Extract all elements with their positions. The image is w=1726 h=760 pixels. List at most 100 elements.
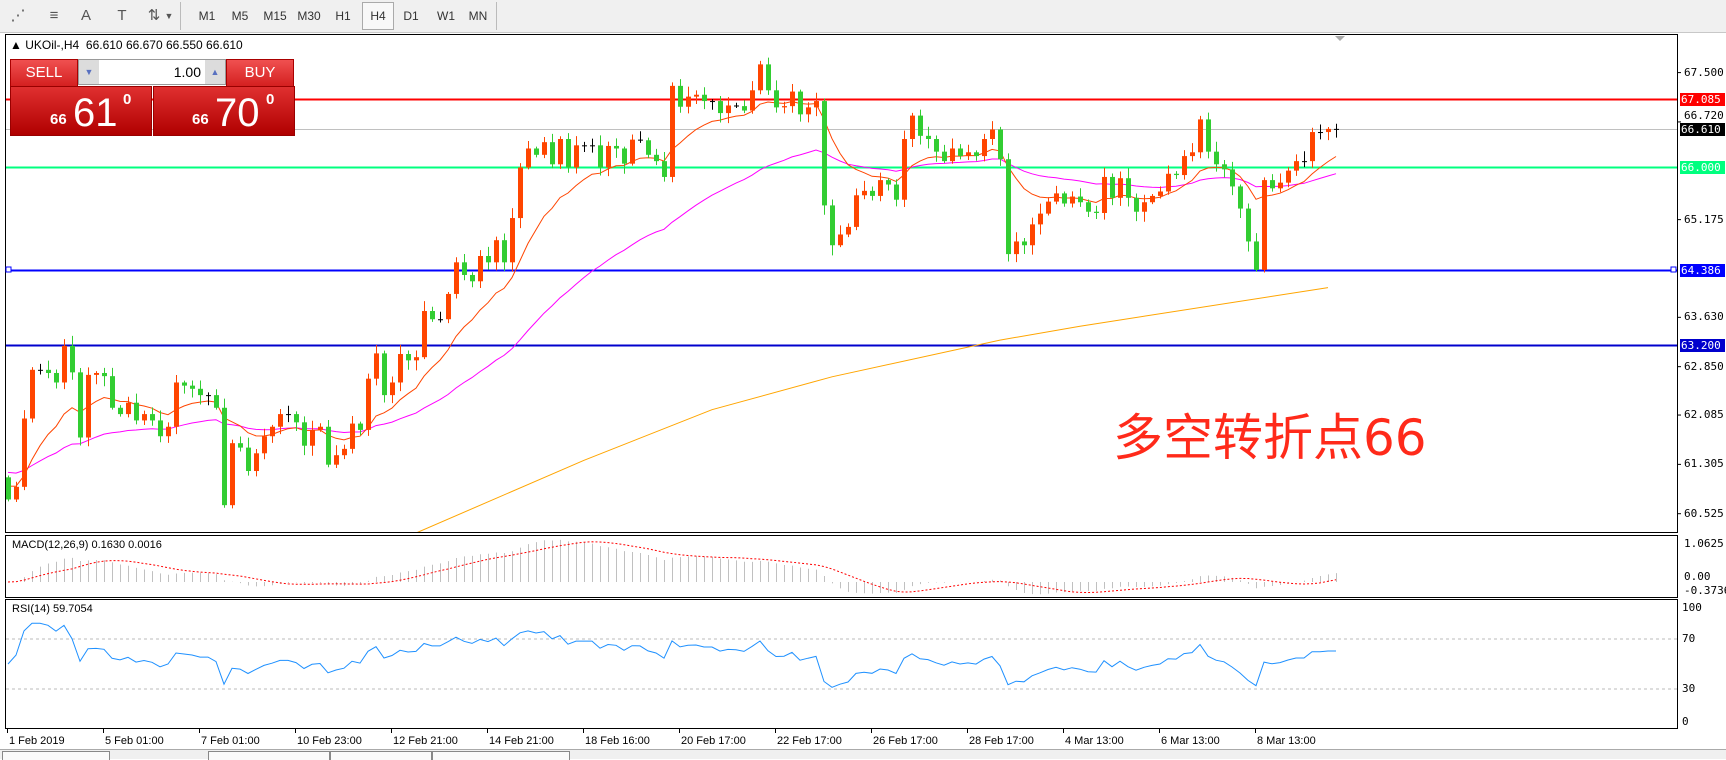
- candle: [278, 408, 283, 435]
- candle-body: [606, 145, 611, 168]
- candle: [606, 141, 611, 177]
- candle-body: [302, 422, 307, 446]
- fibonacci-icon[interactable]: ≡: [49, 7, 59, 24]
- candle-body: [1310, 132, 1315, 162]
- candle-body: [878, 180, 883, 196]
- candle-body: [1198, 119, 1203, 153]
- candle-body: [310, 429, 315, 446]
- chart-tab[interactable]: [330, 751, 432, 760]
- elliott-wave-icon[interactable]: ⋰: [10, 7, 26, 24]
- candle-body: [422, 311, 427, 358]
- timeframe-mn[interactable]: MN: [468, 9, 488, 23]
- candle-body: [734, 105, 739, 107]
- timeframe-m15[interactable]: M15: [263, 9, 287, 23]
- timeframe-m30[interactable]: M30: [297, 9, 321, 23]
- timeframe-d1[interactable]: D1: [403, 9, 419, 23]
- text-icon[interactable]: A: [80, 7, 91, 24]
- time-axis-label: 22 Feb 17:00: [777, 735, 842, 747]
- candle-body: [1318, 132, 1323, 134]
- price-axis-label: 65.175: [1684, 213, 1724, 226]
- sell-button[interactable]: SELL: [10, 59, 78, 87]
- candle: [118, 405, 123, 417]
- macd-panel-frame: [5, 535, 1678, 598]
- text-label-icon[interactable]: T: [117, 7, 127, 24]
- candle-body: [134, 402, 139, 421]
- candle-body: [998, 129, 1003, 160]
- dropdown-arrow-icon[interactable]: ▼: [164, 11, 174, 21]
- candle: [134, 393, 139, 425]
- candle-body: [414, 357, 419, 361]
- candle-body: [686, 96, 691, 107]
- candle: [326, 420, 331, 468]
- candle-body: [790, 91, 795, 107]
- rsi-axis-label: 70: [1682, 632, 1696, 645]
- candle: [1102, 167, 1107, 220]
- chart-tab[interactable]: [432, 751, 570, 760]
- candle: [734, 102, 739, 109]
- candle-body: [518, 167, 523, 219]
- candle: [190, 380, 195, 398]
- time-axis-label: 1 Feb 2019: [9, 735, 65, 747]
- buy-price-prefix: 66: [192, 111, 209, 128]
- candle: [1054, 185, 1059, 205]
- candle: [1158, 186, 1163, 199]
- candle-body: [1302, 161, 1307, 163]
- candle: [758, 60, 763, 95]
- candle: [262, 428, 267, 460]
- chart-header: ▲ UKOil-,H4 66.610 66.670 66.550 66.610: [10, 38, 243, 52]
- candle: [406, 350, 411, 370]
- candle: [222, 398, 227, 508]
- timeframe-h1[interactable]: H1: [335, 9, 351, 23]
- chart-tab[interactable]: [208, 751, 330, 760]
- candle: [318, 423, 323, 432]
- candle-body: [398, 354, 403, 383]
- candle: [438, 311, 443, 323]
- level-label-66.000: 66.000: [1680, 161, 1725, 174]
- lot-size-input[interactable]: ▼ 1.00 ▲: [78, 59, 226, 85]
- candle-body: [502, 240, 507, 263]
- timeframe-m5[interactable]: M5: [231, 9, 249, 23]
- candle-body: [1110, 176, 1115, 198]
- chart-tab[interactable]: [2, 751, 110, 760]
- lot-increase-icon[interactable]: ▲: [205, 60, 225, 84]
- candle-body: [1062, 193, 1067, 204]
- candle-body: [822, 101, 827, 206]
- level-handle[interactable]: [1670, 266, 1677, 273]
- timeframe-w1[interactable]: W1: [437, 9, 455, 23]
- timeframe-m1[interactable]: M1: [198, 9, 216, 23]
- toolbar-separator: [496, 2, 497, 30]
- candle-body: [782, 106, 787, 108]
- candle: [1134, 193, 1139, 222]
- price-axis-label: 61.305: [1684, 457, 1724, 470]
- candle: [598, 135, 603, 176]
- candle: [942, 144, 947, 164]
- candle: [390, 376, 395, 404]
- buy-price-box[interactable]: 66 70 0: [153, 86, 295, 136]
- candle: [1046, 197, 1051, 216]
- candle-body: [958, 148, 963, 157]
- candle: [870, 186, 875, 201]
- arrows-icon[interactable]: ⇅: [147, 7, 161, 24]
- candle-body: [750, 90, 755, 111]
- level-handle[interactable]: [5, 266, 12, 273]
- candle: [350, 416, 355, 454]
- chart-shift-marker-icon[interactable]: [1335, 36, 1345, 41]
- candle: [1070, 191, 1075, 208]
- candle-body: [1254, 241, 1259, 270]
- timeframe-h4[interactable]: H4: [362, 2, 394, 30]
- candle-body: [846, 226, 851, 235]
- lot-value[interactable]: 1.00: [173, 64, 201, 80]
- candle: [582, 141, 587, 152]
- lot-decrease-icon[interactable]: ▼: [79, 60, 99, 84]
- candle: [478, 250, 483, 288]
- buy-button[interactable]: BUY: [226, 59, 294, 87]
- candle-body: [926, 135, 931, 140]
- candle: [670, 82, 675, 183]
- candle: [622, 146, 627, 174]
- candle-body: [1270, 180, 1275, 189]
- sell-price-box[interactable]: 66 61 0: [10, 86, 152, 136]
- candle-body: [1054, 193, 1059, 202]
- candle-body: [534, 148, 539, 155]
- candle-body: [294, 414, 299, 423]
